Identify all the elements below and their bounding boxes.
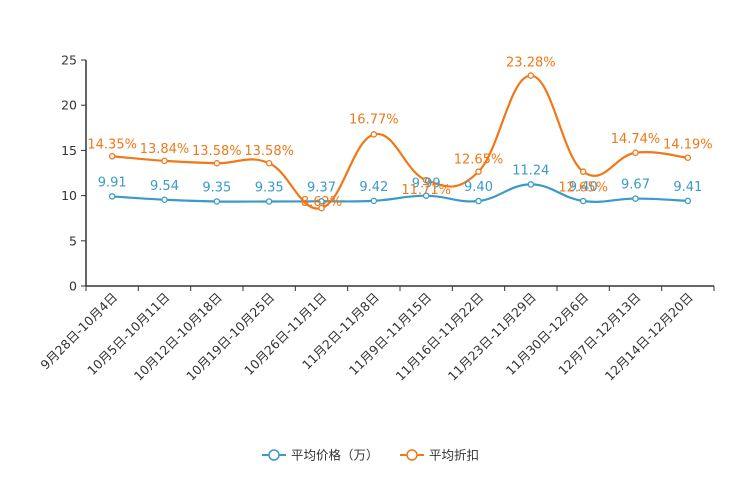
data-label-discount: 14.35% [87,137,137,152]
legend-item-discount[interactable]: 平均折扣 [400,448,479,463]
x-tick-label: 12月14日-12月20日 [602,290,696,384]
data-label-discount: 11.71% [401,183,451,198]
data-label-price: 9.54 [150,179,179,194]
y-tick-label: 25 [61,53,77,68]
data-label-price: 9.35 [202,180,231,195]
data-label-price: 9.37 [307,180,336,195]
data-label-discount: 12.65% [558,181,608,196]
series-line-price [112,183,688,203]
data-point-price [422,192,430,199]
data-label-price: 9.40 [569,180,598,195]
data-point-discount [475,168,482,175]
y-tick-label: 0 [69,279,77,294]
data-label-price: 9.67 [621,178,650,193]
data-point-discount [422,176,430,184]
data-point-price [579,197,587,205]
data-point-price [108,193,116,200]
x-tick-label: 11月23日-11月29日 [445,290,539,384]
legend-marker-icon [406,449,418,461]
y-tick-label: 10 [61,188,77,203]
data-point-discount [527,72,535,79]
data-point-discount [370,131,378,138]
data-point-discount [213,159,221,167]
data-label-price: 9.40 [464,180,493,195]
data-point-discount [265,159,273,167]
data-label-price: 9.42 [359,180,388,195]
data-label-discount: 12.65% [454,153,504,168]
data-point-price [318,198,325,205]
data-label-discount: 13.58% [192,144,242,159]
data-label-price: 9.99 [412,177,441,192]
data-point-price [475,197,482,205]
legend-label: 平均折扣 [429,448,479,463]
legend[interactable]: 平均价格（万） 平均折扣 [262,448,479,463]
y-tick-label: 20 [61,98,77,113]
data-label-discount: 14.19% [663,138,713,153]
data-labels: 9.91 9.54 9.35 9.35 9.37 9.42 9.99 9.40 11.24 9.4… [87,56,712,211]
data-point-price [370,197,378,205]
data-label-price: 9.91 [98,175,127,190]
data-point-discount [684,154,692,161]
data-point-discount [108,153,116,160]
data-point-discount [161,157,168,165]
data-label-discount: 16.77% [349,112,399,127]
data-label-discount: 23.28% [506,56,556,71]
data-point-price [527,181,535,188]
data-label-price: 9.35 [255,180,284,195]
y-axis: 0 5 10 15 20 25 [61,53,87,294]
data-point-price [632,195,639,202]
data-label-price: 11.24 [512,163,549,178]
data-label-discount: 13.58% [244,144,294,159]
x-axis: 9月28日-10月4日10月5日-10月11日10月12日-10月18日10月1… [37,285,715,384]
data-label-discount: 13.84% [140,142,190,157]
legend-label: 平均价格（万） [291,448,379,463]
data-point-discount [318,204,325,212]
data-point-price [161,196,168,204]
data-label-discount: 8.62% [301,195,342,210]
y-tick-label: 5 [69,233,77,248]
series-points [108,72,692,212]
data-label-price: 9.41 [673,180,702,195]
data-point-price [684,197,692,205]
data-point-discount [632,149,639,157]
y-tick-label: 15 [61,143,77,158]
x-tick-label: 11月16日-11月22日 [392,290,486,384]
x-tick-label: 10月12日-10月18日 [131,290,225,384]
legend-marker-icon [268,449,280,461]
data-point-price [213,198,221,205]
legend-item-price[interactable]: 平均价格（万） [262,448,379,463]
data-label-discount: 14.74% [611,132,661,147]
x-tick-label: 10月19日-10月25日 [183,290,277,384]
data-point-discount [579,168,587,175]
data-point-price [265,198,273,205]
